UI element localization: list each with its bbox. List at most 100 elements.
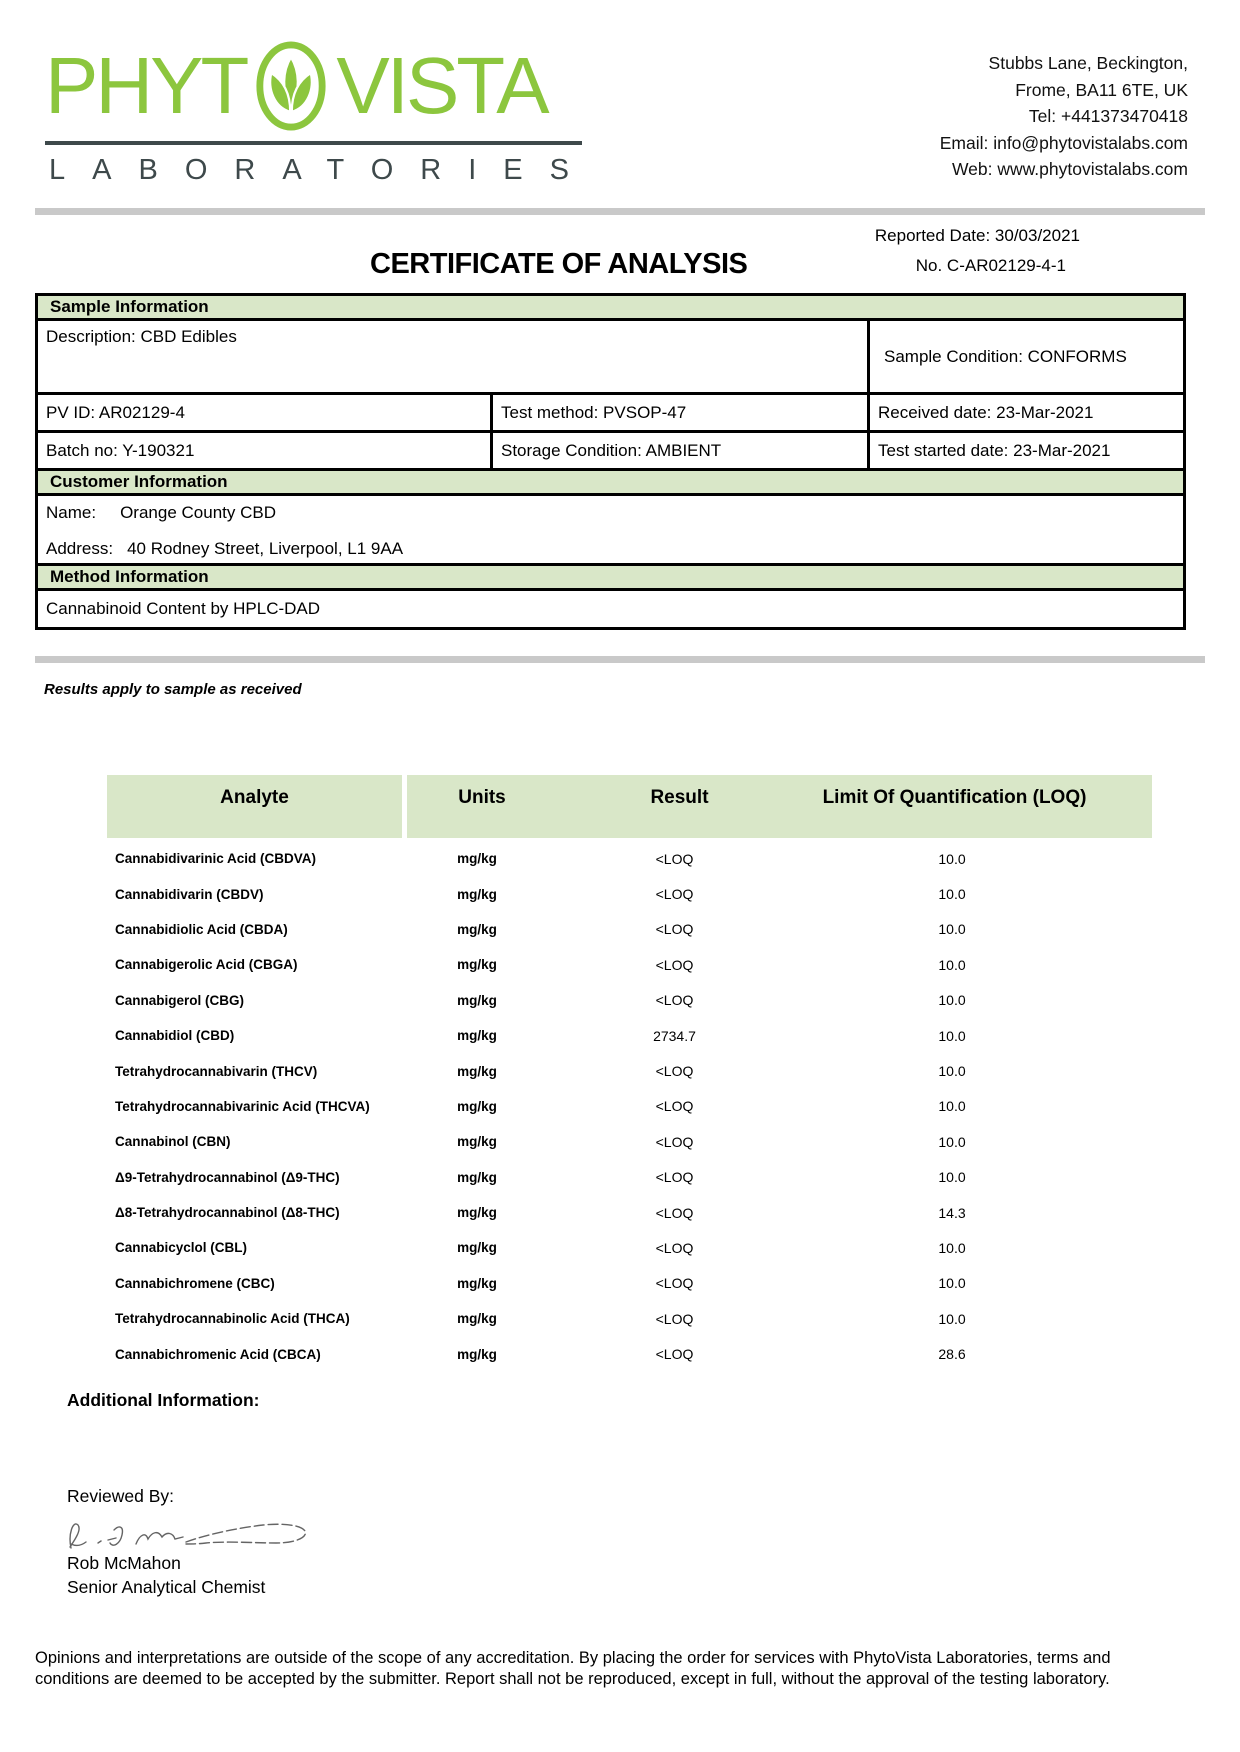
results-row: Cannabicyclol (CBL) mg/kg <LOQ 10.0 — [107, 1230, 1152, 1265]
footer-disclaimer: Opinions and interpretations are outside… — [35, 1649, 1111, 1688]
analyte-name: Cannabigerol (CBG) — [115, 992, 245, 1008]
sample-batch-row: Batch no: Y-190321 Storage Condition: AM… — [38, 433, 1183, 471]
analyte-name: Cannabidiolic Acid (CBDA) — [115, 921, 288, 937]
signer-name: Rob McMahon — [67, 1553, 181, 1573]
results-row: Cannabinol (CBN) mg/kg <LOQ 10.0 — [107, 1124, 1152, 1159]
document-title: CERTIFICATE OF ANALYSIS — [370, 248, 748, 280]
results-row: Tetrahydrocannabinolic Acid (THCA) mg/kg… — [107, 1301, 1152, 1336]
result-value: <LOQ — [655, 1169, 694, 1186]
logo-divider — [45, 141, 582, 145]
analyte-name: Cannabidivarinic Acid (CBDVA) — [115, 851, 317, 867]
divider-bar-top — [35, 208, 1205, 215]
contact-email: Email: info@phytovistalabs.com — [939, 132, 1188, 153]
customer-name: Orange County CBD — [120, 503, 276, 522]
loq-value: 10.0 — [938, 1027, 966, 1044]
loq-value: 10.0 — [938, 921, 966, 938]
contact-address-line2: Frome, BA11 6TE, UK — [1015, 79, 1188, 100]
analyte-name: Δ8-Tetrahydrocannabinol (Δ8-THC) — [115, 1205, 340, 1221]
loq-value: 14.3 — [938, 1204, 966, 1221]
method-info-heading: Method Information — [38, 566, 1183, 591]
storage-condition: Storage Condition: AMBIENT — [493, 433, 870, 468]
result-value: <LOQ — [655, 921, 694, 938]
divider-bar-middle — [35, 656, 1205, 663]
logo-subtitle: LABORATORIES — [49, 154, 596, 186]
signature-mark — [58, 1506, 313, 1563]
result-value: <LOQ — [655, 1346, 694, 1363]
signer-title: Senior Analytical Chemist — [67, 1577, 266, 1597]
customer-details: Name: Orange County CBD Address: 40 Rodn… — [38, 496, 1183, 566]
customer-name-label: Name: — [46, 503, 97, 522]
analyte-name: Cannabinol (CBN) — [115, 1134, 231, 1150]
additional-info-label: Additional Information: — [67, 1390, 260, 1410]
loq-value: 10.0 — [938, 992, 966, 1009]
results-header-values: Units Result Limit Of Quantification (LO… — [407, 775, 1152, 838]
method-name: Cannabinoid Content by HPLC-DAD — [46, 599, 321, 618]
analyte-name: Cannabichromene (CBC) — [115, 1275, 275, 1291]
result-value: <LOQ — [655, 1310, 694, 1327]
analyte-name: Δ9-Tetrahydrocannabinol (Δ9-THC) — [115, 1169, 340, 1185]
units-value: mg/kg — [457, 1311, 497, 1327]
logo: PHYT VISTA LABORATORIES — [45, 34, 596, 187]
leaf-icon — [256, 41, 326, 131]
sample-ids-row: PV ID: AR02129-4 Test method: PVSOP-47 R… — [38, 395, 1183, 433]
units-value: mg/kg — [457, 1205, 497, 1221]
loq-value: 10.0 — [938, 1063, 966, 1080]
results-row: Tetrahydrocannabivarinic Acid (THCVA) mg… — [107, 1089, 1152, 1124]
logo-wordmark: PHYT VISTA — [45, 34, 596, 138]
results-row: Cannabichromenic Acid (CBCA) mg/kg <LOQ … — [107, 1336, 1152, 1371]
units-value: mg/kg — [457, 921, 497, 937]
results-row: Tetrahydrocannabivarin (THCV) mg/kg <LOQ… — [107, 1053, 1152, 1088]
pv-id: PV ID: AR02129-4 — [38, 395, 493, 430]
test-started-date: Test started date: 23-Mar-2021 — [878, 440, 1111, 460]
results-row: Cannabidivarinic Acid (CBDVA) mg/kg <LOQ… — [107, 841, 1152, 876]
analyte-name: Cannabicyclol (CBL) — [115, 1240, 248, 1256]
results-row: Cannabidiol (CBD) mg/kg 2734.7 10.0 — [107, 1018, 1152, 1053]
loq-value: 10.0 — [938, 1239, 966, 1256]
analyte-name: Cannabichromenic Acid (CBCA) — [115, 1346, 321, 1362]
results-header: Analyte Units Result Limit Of Quantifica… — [107, 775, 1152, 838]
loq-value: 10.0 — [938, 1310, 966, 1327]
contact-tel: Tel: +441373470418 — [1028, 106, 1188, 126]
units-value: mg/kg — [457, 992, 497, 1008]
contact-address-line1: Stubbs Lane, Beckington, — [988, 53, 1188, 73]
units-value: mg/kg — [457, 851, 497, 867]
results-row: Cannabigerol (CBG) mg/kg <LOQ 10.0 — [107, 983, 1152, 1018]
sample-description: Description: CBD Edibles — [38, 321, 870, 392]
sample-description-row: Description: CBD Edibles Sample Conditio… — [38, 321, 1183, 395]
result-value: <LOQ — [655, 1098, 694, 1115]
units-value: mg/kg — [457, 1028, 497, 1044]
results-row: Cannabichromene (CBC) mg/kg <LOQ 10.0 — [107, 1266, 1152, 1301]
loq-value: 10.0 — [938, 1169, 966, 1186]
result-value: 2734.7 — [653, 1027, 696, 1044]
result-value: <LOQ — [655, 886, 694, 903]
customer-address: 40 Rodney Street, Liverpool, L1 9AA — [127, 539, 404, 558]
result-value: <LOQ — [655, 956, 694, 973]
results-row: Cannabidivarin (CBDV) mg/kg <LOQ 10.0 — [107, 876, 1152, 911]
loq-value: 28.6 — [938, 1346, 966, 1363]
results-header-loq: Limit Of Quantification (LOQ) — [822, 787, 1087, 808]
loq-value: 10.0 — [938, 1275, 966, 1292]
results-note: Results apply to sample as received — [44, 681, 302, 698]
analyte-name: Tetrahydrocannabinolic Acid (THCA) — [115, 1311, 350, 1327]
analyte-name: Cannabidiol (CBD) — [115, 1028, 235, 1044]
customer-info-heading: Customer Information — [38, 471, 1183, 496]
customer-address-label: Address: — [46, 539, 114, 558]
analyte-name: Cannabidivarin (CBDV) — [115, 886, 264, 902]
result-value: <LOQ — [655, 1204, 694, 1221]
lab-contact-block: Stubbs Lane, Beckington, Frome, BA11 6TE… — [940, 50, 1188, 183]
units-value: mg/kg — [457, 886, 497, 902]
reported-date: Reported Date: 30/03/2021 — [874, 226, 1080, 245]
result-value: <LOQ — [655, 1239, 694, 1256]
results-header-result: Result — [650, 787, 709, 808]
info-table: Sample Information Description: CBD Edib… — [35, 293, 1186, 630]
loq-value: 10.0 — [938, 886, 966, 903]
units-value: mg/kg — [457, 1275, 497, 1291]
units-value: mg/kg — [457, 957, 497, 973]
logo-text-prefix: PHYT — [45, 41, 249, 130]
report-number: No. C-AR02129-4-1 — [915, 256, 1066, 275]
results-row: Cannabigerolic Acid (CBGA) mg/kg <LOQ 10… — [107, 947, 1152, 982]
results-rows: Cannabidivarinic Acid (CBDVA) mg/kg <LOQ… — [107, 841, 1152, 1372]
batch-no: Batch no: Y-190321 — [38, 433, 493, 468]
results-row: Δ9-Tetrahydrocannabinol (Δ9-THC) mg/kg <… — [107, 1160, 1152, 1195]
